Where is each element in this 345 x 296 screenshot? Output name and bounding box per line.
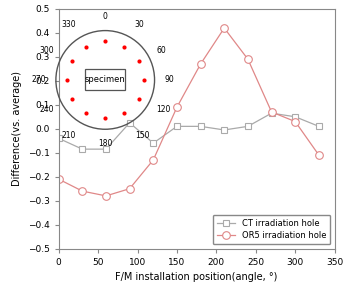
- Text: 0: 0: [103, 12, 108, 21]
- Text: 90: 90: [165, 75, 174, 84]
- Text: specimen: specimen: [85, 75, 126, 84]
- Bar: [86, 69, 125, 90]
- Text: 150: 150: [135, 131, 149, 140]
- Text: 270: 270: [31, 75, 46, 84]
- Legend: CT irradiation hole, OR5 irradiation hole: CT irradiation hole, OR5 irradiation hol…: [213, 215, 331, 244]
- Text: 210: 210: [61, 131, 76, 140]
- Text: 180: 180: [98, 139, 112, 148]
- Text: 60: 60: [157, 46, 166, 55]
- X-axis label: F/M installation position(angle, °): F/M installation position(angle, °): [116, 272, 278, 282]
- Text: 330: 330: [61, 20, 76, 29]
- Text: 30: 30: [135, 20, 145, 29]
- Text: 300: 300: [39, 46, 54, 55]
- Text: 240: 240: [39, 105, 54, 114]
- Y-axis label: Difference(vs. average): Difference(vs. average): [12, 71, 22, 186]
- Text: 120: 120: [157, 105, 171, 114]
